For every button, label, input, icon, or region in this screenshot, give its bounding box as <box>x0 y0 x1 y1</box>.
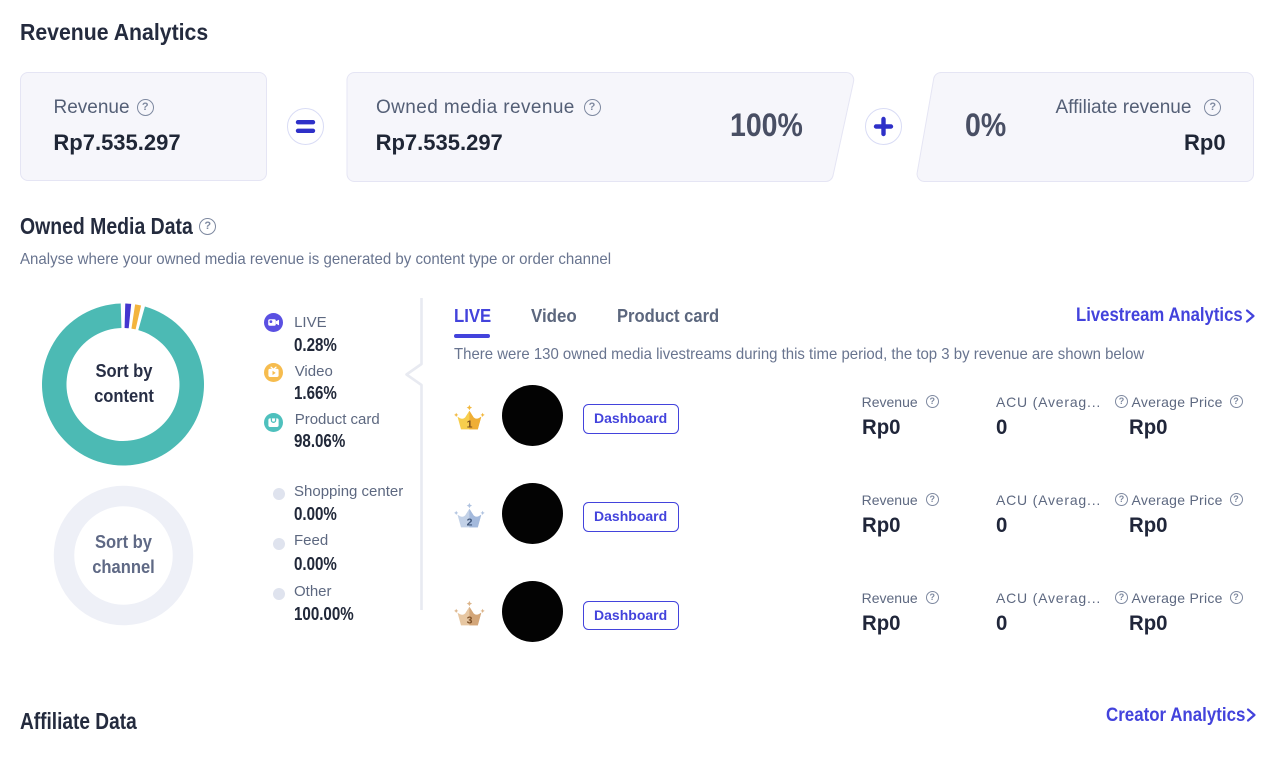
svg-text:2: 2 <box>467 516 473 528</box>
svg-text:1: 1 <box>467 418 473 430</box>
svg-text:3: 3 <box>467 614 473 626</box>
